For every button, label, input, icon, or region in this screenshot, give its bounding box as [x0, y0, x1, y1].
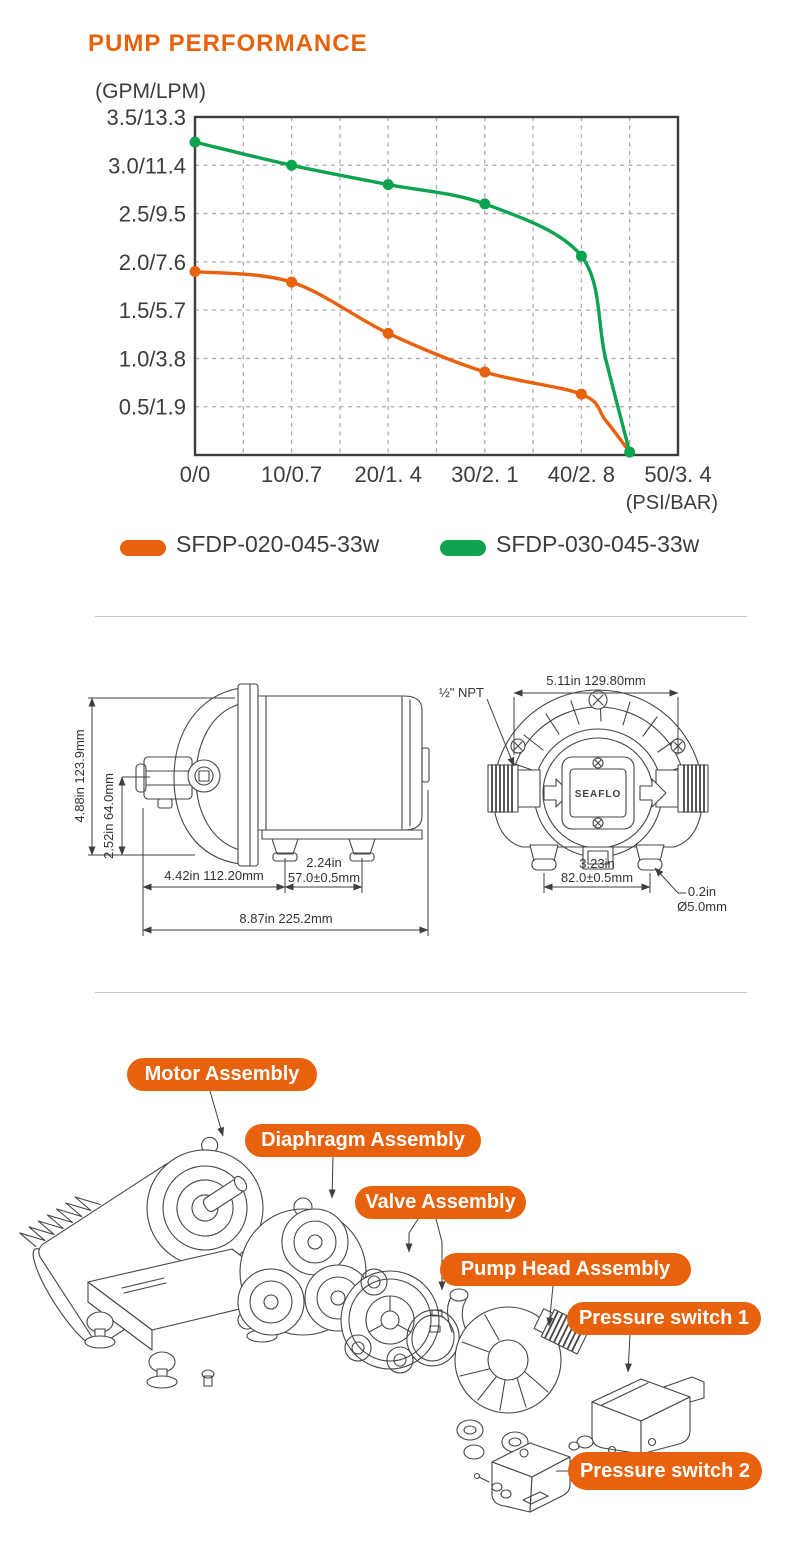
section-divider — [95, 992, 747, 993]
dim-hole-mm-label: Ø5.0mm — [677, 899, 727, 914]
dimension-drawing-front: SEAFLO 5.11in 129.80mm ½" NPT 3.23in 82.… — [439, 673, 727, 914]
label-motor-assembly: Motor Assembly — [127, 1058, 317, 1091]
dim-foot-spacing-in-label: 2.24in — [306, 855, 341, 870]
x-tick-label: 0/0 — [180, 462, 211, 487]
x-tick-label: 30/2. 1 — [451, 462, 518, 487]
performance-chart: 3.5/13.3 3.0/11.4 2.5/9.5 2.0/7.6 1.5/5.7 1.0… — [106, 105, 711, 487]
npt-port-label: ½" NPT — [439, 685, 484, 700]
flow-arrow-icon — [639, 778, 667, 808]
dim-feet-in-label: 3.23in — [579, 856, 614, 871]
pressure-switch-2-drawing — [473, 1442, 571, 1513]
series-marker — [382, 179, 394, 191]
page-title: PUMP PERFORMANCE — [88, 30, 368, 57]
valve-assembly-drawing — [340, 1268, 443, 1374]
section-divider — [95, 616, 747, 617]
legend-swatch-orange — [120, 540, 166, 556]
label-diaphragm-assembly: Diaphragm Assembly — [245, 1124, 481, 1157]
y-tick-label: 0.5/1.9 — [119, 395, 186, 420]
legend-label-020: SFDP-020-045-33w — [176, 531, 380, 557]
plot-border — [193, 115, 680, 457]
brand-label: SEAFLO — [575, 789, 622, 800]
y-axis-unit-label: (GPM/LPM) — [95, 80, 206, 103]
series-marker — [575, 388, 587, 400]
series-marker — [189, 266, 201, 278]
dim-overall-label: 8.87in 225.2mm — [239, 911, 332, 926]
label-valve-assembly: Valve Assembly — [355, 1186, 526, 1219]
dim-hole-in-label: 0.2in — [688, 884, 716, 899]
series-marker — [189, 136, 201, 148]
series-marker — [624, 446, 636, 458]
x-tick-label: 20/1. 4 — [355, 462, 422, 487]
label-pressure-switch-1: Pressure switch 1 — [567, 1302, 761, 1335]
y-tick-label: 1.0/3.8 — [119, 346, 186, 371]
dim-foot-offset-label: 4.42in 112.20mm — [164, 868, 264, 883]
pressure-switch-1-drawing — [568, 1376, 705, 1455]
y-tick-label: 1.5/5.7 — [119, 298, 186, 323]
series-marker — [575, 250, 587, 262]
x-tick-label: 50/3. 4 — [644, 462, 711, 487]
x-tick-label: 40/2. 8 — [548, 462, 615, 487]
x-axis-unit-label: (PSI/BAR) — [625, 492, 718, 514]
leader-lines — [209, 1090, 632, 1472]
x-tick-label: 10/0.7 — [261, 462, 322, 487]
legend-label-030: SFDP-030-045-33w — [496, 531, 700, 557]
side-view-pump-outline — [135, 683, 430, 867]
side-view-dimensions: 4.88in 123.9mm 2.52in 64.0mm 4.42in 112.… — [72, 697, 429, 936]
dim-height-label: 4.88in 123.9mm — [72, 729, 87, 822]
dim-port-height-label: 2.52in 64.0mm — [101, 773, 116, 859]
legend-swatch-green — [440, 540, 486, 556]
y-tick-label: 2.5/9.5 — [119, 202, 186, 227]
dim-foot-spacing-mm-label: 57.0±0.5mm — [288, 870, 360, 885]
y-tick-label: 3.0/11.4 — [108, 153, 186, 178]
front-view-pump-outline — [487, 689, 709, 871]
dimension-drawing-side: 4.88in 123.9mm 2.52in 64.0mm 4.42in 112.… — [72, 683, 430, 936]
series-marker — [286, 159, 298, 171]
label-pump-head-assembly: Pump Head Assembly — [440, 1253, 691, 1286]
series-marker — [479, 198, 491, 210]
series-line — [193, 269, 632, 454]
series-marker — [479, 366, 491, 378]
label-pressure-switch-2: Pressure switch 2 — [568, 1452, 762, 1490]
y-tick-label: 3.5/13.3 — [106, 105, 186, 130]
series-marker — [382, 327, 394, 339]
series-line — [193, 140, 632, 454]
y-tick-label: 2.0/7.6 — [119, 250, 186, 275]
exploded-view — [19, 1090, 705, 1513]
dim-width-label: 5.11in 129.80mm — [546, 673, 646, 688]
inlet-port-threads — [487, 764, 541, 813]
front-view-dimensions: 5.11in 129.80mm ½" NPT 3.23in 82.0±0.5mm… — [439, 673, 727, 914]
diaphragm-assembly-drawing — [237, 1197, 372, 1336]
outlet-port-threads — [655, 764, 709, 813]
dimension-drawings: 4.88in 123.9mm 2.52in 64.0mm 4.42in 112.… — [72, 673, 727, 936]
series-marker — [286, 276, 298, 288]
dim-feet-mm-label: 82.0±0.5mm — [561, 870, 633, 885]
